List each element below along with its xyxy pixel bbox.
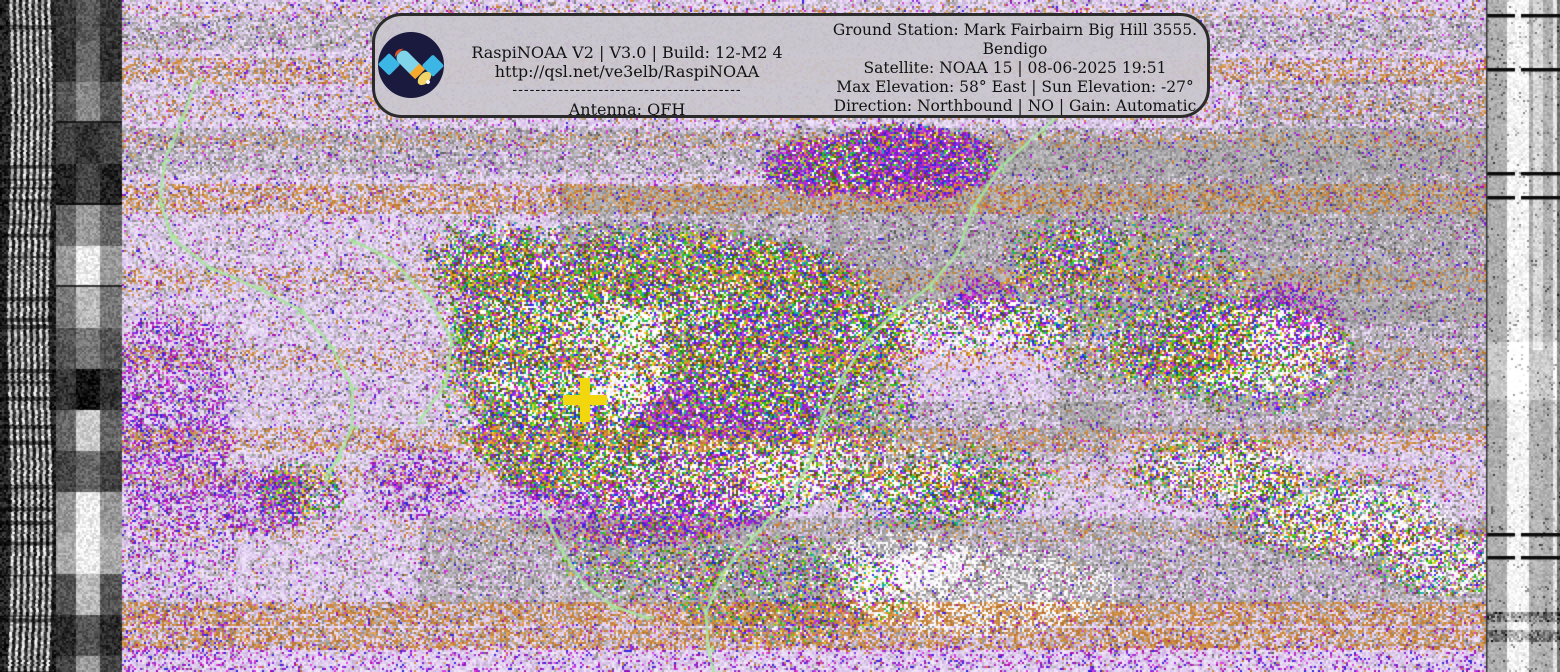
raspinoaa-logo-icon [378, 32, 444, 98]
marker-cross-vertical [580, 378, 590, 422]
ground-station-city-line: Bendigo [982, 40, 1048, 58]
app-url-line: http://qsl.net/ve3elb/RaspiNOAA [494, 62, 760, 81]
direction-gain-line: Direction: Northbound | NO | Gain: Autom… [833, 97, 1197, 115]
satellite-datetime-line: Satellite: NOAA 15 | 08-06-2025 19:51 [863, 59, 1167, 77]
ground-station-line: Ground Station: Mark Fairbairn Big Hill … [832, 21, 1198, 39]
app-title-line: RaspiNOAA V2 | V3.0 | Build: 12-M2 4 [471, 43, 783, 62]
elevation-line: Max Elevation: 58° East | Sun Elevation:… [836, 78, 1194, 96]
antenna-line: Antenna: QFH [568, 100, 686, 119]
divider-dashes: ---------------------------------------- [512, 82, 742, 98]
info-overlay-box: RaspiNOAA V2 | V3.0 | Build: 12-M2 4 htt… [372, 13, 1210, 119]
